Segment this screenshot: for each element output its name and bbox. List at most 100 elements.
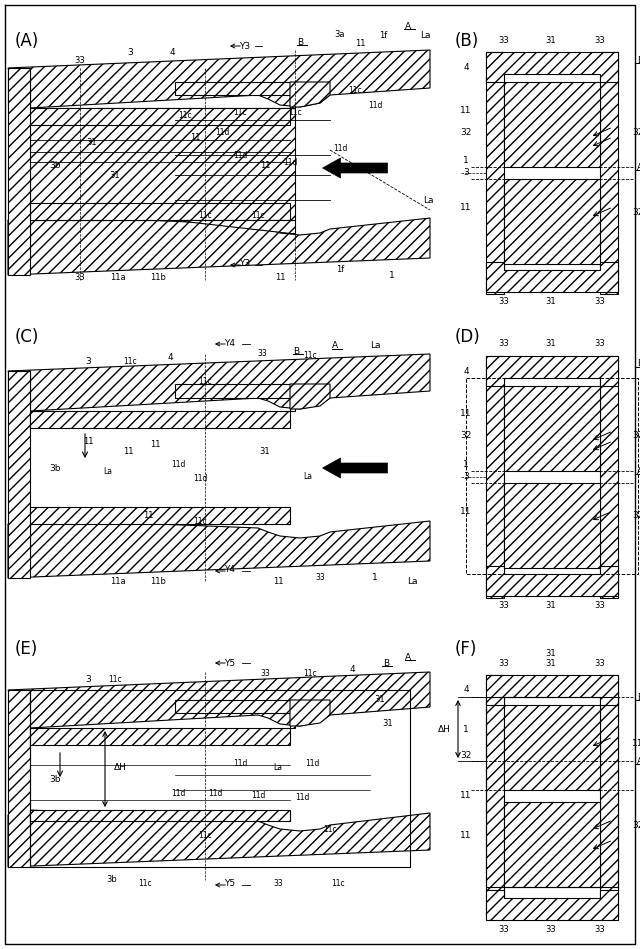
- Text: 11: 11: [355, 39, 365, 47]
- Text: Y3: Y3: [239, 258, 251, 268]
- Text: 33: 33: [273, 879, 283, 887]
- Text: 31: 31: [86, 138, 97, 146]
- Text: B: B: [297, 38, 303, 47]
- Text: 11: 11: [460, 791, 472, 799]
- Text: 3b: 3b: [49, 463, 61, 473]
- Text: 33: 33: [499, 602, 509, 610]
- Text: 1: 1: [463, 459, 469, 469]
- Text: B: B: [637, 693, 640, 701]
- Polygon shape: [175, 220, 295, 233]
- Text: 11c: 11c: [123, 357, 137, 365]
- Polygon shape: [8, 672, 430, 728]
- Polygon shape: [30, 507, 290, 524]
- Text: 33: 33: [499, 925, 509, 935]
- Text: (B): (B): [455, 32, 479, 50]
- Text: 4: 4: [463, 63, 469, 71]
- Text: (C): (C): [15, 328, 40, 346]
- Polygon shape: [30, 108, 295, 220]
- Text: 11: 11: [460, 830, 472, 840]
- Text: 11c: 11c: [193, 516, 207, 526]
- Polygon shape: [600, 356, 618, 598]
- Text: 31: 31: [546, 659, 556, 667]
- Text: 4: 4: [463, 685, 469, 695]
- Text: 33: 33: [257, 349, 267, 359]
- Polygon shape: [323, 458, 387, 478]
- Text: 3a: 3a: [335, 29, 345, 39]
- Text: 33: 33: [260, 668, 270, 678]
- Text: 11: 11: [189, 133, 200, 141]
- Text: 11: 11: [143, 512, 153, 520]
- Text: B: B: [637, 55, 640, 65]
- Text: 4: 4: [167, 353, 173, 363]
- Polygon shape: [8, 68, 30, 108]
- Text: 33: 33: [595, 340, 605, 348]
- Text: A: A: [332, 342, 338, 350]
- Text: 11: 11: [123, 446, 133, 456]
- Polygon shape: [486, 675, 504, 917]
- Text: Y5: Y5: [225, 659, 236, 667]
- Text: B: B: [637, 360, 640, 368]
- Text: 31: 31: [546, 35, 556, 45]
- Polygon shape: [290, 82, 330, 107]
- Text: 33: 33: [315, 573, 325, 583]
- Text: ΔH: ΔH: [438, 724, 451, 734]
- Text: (A): (A): [15, 32, 39, 50]
- Text: 11b: 11b: [150, 273, 166, 283]
- Polygon shape: [175, 82, 295, 108]
- Text: 11d: 11d: [215, 127, 229, 137]
- Text: 31: 31: [109, 171, 120, 179]
- Text: 31: 31: [546, 602, 556, 610]
- Polygon shape: [486, 52, 618, 82]
- Text: 11c: 11c: [198, 377, 212, 385]
- Polygon shape: [486, 356, 504, 598]
- Text: A: A: [637, 756, 640, 766]
- Text: La: La: [303, 472, 312, 480]
- Text: 33: 33: [499, 297, 509, 307]
- Text: 11d: 11d: [283, 158, 297, 166]
- Polygon shape: [504, 179, 600, 264]
- Text: 1f: 1f: [336, 266, 344, 274]
- Text: 11c: 11c: [323, 826, 337, 834]
- Text: 1f: 1f: [379, 30, 387, 40]
- Text: A: A: [637, 467, 640, 475]
- Text: 3: 3: [463, 168, 469, 177]
- Text: 32: 32: [632, 208, 640, 216]
- Text: (D): (D): [455, 328, 481, 346]
- Polygon shape: [600, 52, 618, 294]
- Text: 11a: 11a: [110, 576, 126, 586]
- Polygon shape: [290, 700, 330, 726]
- Text: 3: 3: [85, 357, 91, 365]
- Text: 32: 32: [460, 127, 472, 137]
- Text: 11d: 11d: [305, 758, 319, 768]
- Text: B: B: [293, 346, 299, 356]
- Polygon shape: [8, 220, 30, 260]
- Polygon shape: [8, 215, 430, 275]
- Polygon shape: [600, 675, 618, 917]
- Polygon shape: [8, 371, 30, 578]
- Text: 33: 33: [546, 925, 556, 935]
- Text: 11: 11: [275, 273, 285, 283]
- Polygon shape: [8, 519, 430, 578]
- Text: 11c: 11c: [108, 676, 122, 684]
- Text: 33: 33: [595, 35, 605, 45]
- Text: 11: 11: [460, 410, 472, 419]
- Text: 3: 3: [85, 676, 91, 684]
- Polygon shape: [8, 50, 430, 108]
- Text: 33: 33: [499, 35, 509, 45]
- Text: 11d: 11d: [171, 459, 185, 469]
- Text: 3b: 3b: [107, 876, 117, 884]
- Text: A: A: [405, 653, 411, 661]
- Text: 33: 33: [499, 659, 509, 667]
- Text: 11d: 11d: [368, 101, 382, 109]
- Polygon shape: [8, 524, 30, 564]
- Polygon shape: [30, 203, 290, 220]
- Polygon shape: [30, 728, 290, 745]
- Text: 11c: 11c: [303, 351, 317, 361]
- Text: 33: 33: [499, 340, 509, 348]
- Text: 31: 31: [383, 718, 394, 728]
- Polygon shape: [323, 158, 387, 178]
- Polygon shape: [486, 675, 618, 705]
- Text: 33: 33: [595, 925, 605, 935]
- Text: 4: 4: [349, 665, 355, 675]
- Text: 3b: 3b: [49, 775, 61, 785]
